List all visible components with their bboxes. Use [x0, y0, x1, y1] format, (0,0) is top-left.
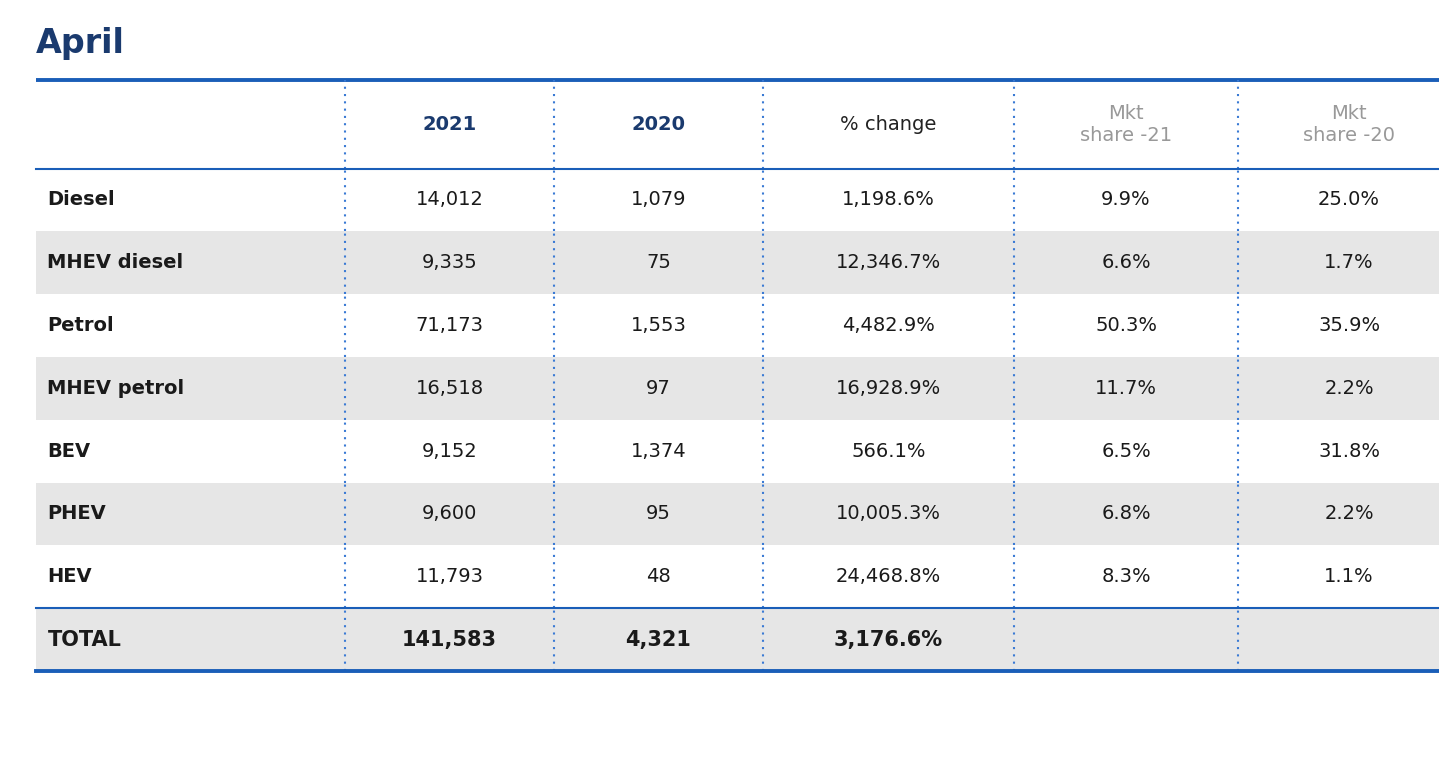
Text: 1,079: 1,079: [630, 191, 686, 209]
Text: 95: 95: [646, 505, 671, 523]
Text: 97: 97: [646, 379, 671, 398]
Bar: [36, 608, 1439, 671]
Text: 4,482.9%: 4,482.9%: [842, 316, 935, 335]
Text: 2021: 2021: [423, 115, 476, 134]
Text: 2020: 2020: [632, 115, 685, 134]
Text: 1.7%: 1.7%: [1324, 254, 1374, 272]
Text: 9,600: 9,600: [422, 505, 478, 523]
Bar: [36, 545, 1439, 608]
Text: 3,176.6%: 3,176.6%: [835, 630, 943, 650]
Bar: [36, 420, 1439, 483]
Text: 8.3%: 8.3%: [1101, 568, 1151, 586]
Text: 9,335: 9,335: [422, 254, 478, 272]
Text: 12,346.7%: 12,346.7%: [836, 254, 941, 272]
Bar: [36, 231, 1439, 294]
Bar: [36, 483, 1439, 545]
Text: 2.2%: 2.2%: [1324, 505, 1374, 523]
Text: 24,468.8%: 24,468.8%: [836, 568, 941, 586]
Text: 141,583: 141,583: [401, 630, 498, 650]
Bar: [36, 169, 1439, 231]
Text: BEV: BEV: [47, 442, 91, 460]
Text: 48: 48: [646, 568, 671, 586]
Text: TOTAL: TOTAL: [47, 630, 121, 650]
Text: 1.1%: 1.1%: [1324, 568, 1374, 586]
Text: 1,198.6%: 1,198.6%: [842, 191, 935, 209]
Text: 14,012: 14,012: [416, 191, 484, 209]
Text: 566.1%: 566.1%: [852, 442, 925, 460]
Text: 71,173: 71,173: [416, 316, 484, 335]
Text: 9,152: 9,152: [422, 442, 478, 460]
Text: 11.7%: 11.7%: [1095, 379, 1157, 398]
Text: 4,321: 4,321: [626, 630, 691, 650]
Text: HEV: HEV: [47, 568, 92, 586]
Text: MHEV petrol: MHEV petrol: [47, 379, 184, 398]
Text: 11,793: 11,793: [416, 568, 484, 586]
Text: PHEV: PHEV: [47, 505, 106, 523]
Text: 6.6%: 6.6%: [1101, 254, 1151, 272]
Bar: [36, 357, 1439, 420]
Text: 1,374: 1,374: [630, 442, 686, 460]
Text: 6.5%: 6.5%: [1101, 442, 1151, 460]
Text: 16,928.9%: 16,928.9%: [836, 379, 941, 398]
Text: MHEV diesel: MHEV diesel: [47, 254, 184, 272]
Text: 50.3%: 50.3%: [1095, 316, 1157, 335]
Text: 75: 75: [646, 254, 671, 272]
Text: Mkt
share -21: Mkt share -21: [1079, 104, 1173, 145]
Text: April: April: [36, 27, 125, 60]
Text: 1,553: 1,553: [630, 316, 686, 335]
Text: 9.9%: 9.9%: [1101, 191, 1151, 209]
Text: 16,518: 16,518: [416, 379, 484, 398]
Text: 31.8%: 31.8%: [1318, 442, 1380, 460]
Text: Mkt
share -20: Mkt share -20: [1304, 104, 1394, 145]
Text: 6.8%: 6.8%: [1101, 505, 1151, 523]
Text: Petrol: Petrol: [47, 316, 114, 335]
Text: 10,005.3%: 10,005.3%: [836, 505, 941, 523]
Text: 35.9%: 35.9%: [1318, 316, 1380, 335]
Text: 2.2%: 2.2%: [1324, 379, 1374, 398]
Text: 25.0%: 25.0%: [1318, 191, 1380, 209]
Text: % change: % change: [840, 115, 937, 134]
Bar: [36, 294, 1439, 357]
Text: Diesel: Diesel: [47, 191, 115, 209]
